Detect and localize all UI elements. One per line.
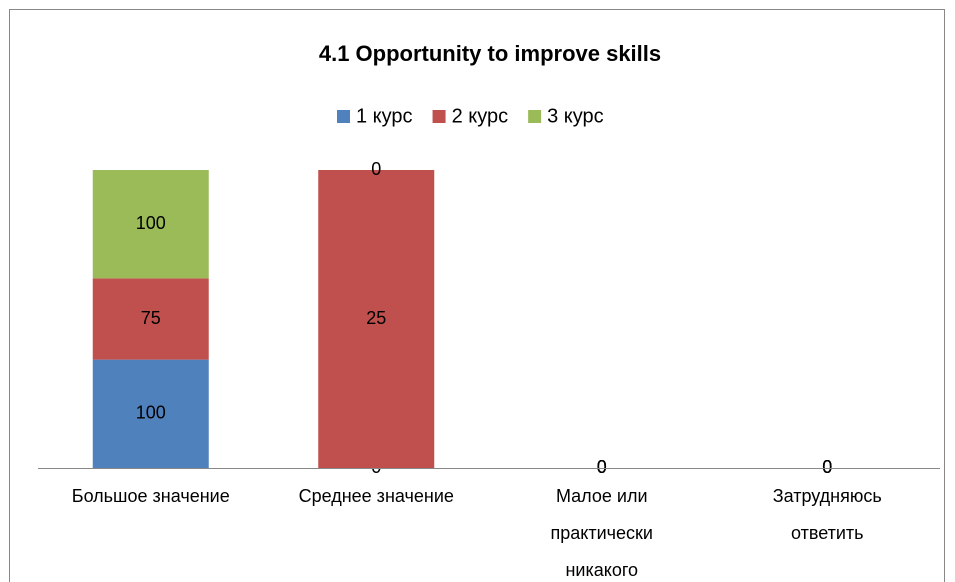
legend-swatch	[432, 110, 446, 123]
data-label: 100	[136, 403, 166, 423]
x-tick-label: Большое значение	[72, 486, 230, 506]
bar-segment	[92, 278, 209, 360]
data-label: 100	[136, 213, 166, 233]
bar-segment	[92, 359, 209, 468]
data-label: 0	[597, 457, 607, 477]
data-label: 0	[822, 457, 832, 477]
data-label: 25	[366, 308, 386, 328]
data-label: 0	[371, 159, 381, 179]
legend-label: 3 курс	[547, 105, 604, 127]
legend-swatch	[337, 110, 350, 123]
data-label: 0	[822, 457, 832, 477]
legend-label: 1 курс	[356, 105, 413, 127]
bar-segment	[318, 170, 435, 468]
data-label: 0	[822, 457, 832, 477]
legend-label: 2 курс	[452, 105, 509, 127]
bar-segment	[92, 170, 209, 279]
data-label: 0	[597, 457, 607, 477]
data-label: 75	[141, 308, 161, 328]
x-tick-label: Затрудняюсь ответить	[773, 486, 882, 543]
x-tick-label: Среднее значение	[299, 486, 454, 506]
chart-title: 4.1 Opportunity to improve skills	[319, 41, 661, 66]
data-label: 0	[597, 457, 607, 477]
legend-swatch	[528, 110, 542, 123]
x-tick-label: Малое или практически никакого	[551, 486, 653, 580]
